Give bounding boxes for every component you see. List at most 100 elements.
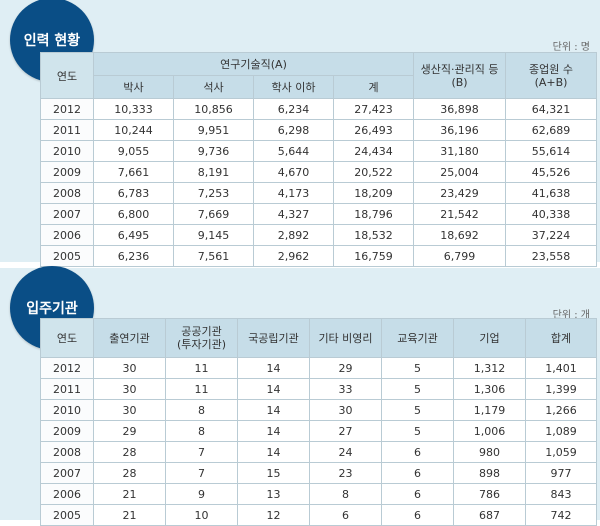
cell-public: 11	[165, 357, 238, 379]
table-row: 2006 21 9 13 8 6 786 843	[40, 483, 597, 505]
table-row: 2010 30 8 14 30 5 1,179 1,266	[40, 399, 597, 421]
cell-production: 6,799	[413, 245, 507, 267]
table-row: 2011 30 11 14 33 5 1,306 1,399	[40, 378, 597, 400]
cell-masters: 9,145	[173, 224, 254, 246]
workforce-table-body: 2012 10,333 10,856 6,234 27,423 36,898 64,321 2…	[40, 98, 598, 267]
cell-national-public: 14	[237, 357, 310, 379]
cell-bachelor-below: 4,327	[253, 203, 334, 225]
workforce-table: 연도 연구기술직(A) 생산직·관리직 등 (B) 종업원 수 (A+B) 박사…	[40, 52, 598, 267]
cell-subtotal: 18,209	[332, 182, 415, 204]
cell-total: 1,401	[525, 357, 597, 379]
cell-production: 18,692	[413, 224, 507, 246]
cell-masters: 10,856	[173, 98, 254, 120]
cell-other-nonprofit: 23	[309, 462, 382, 484]
cell-companies: 1,306	[453, 378, 526, 400]
cell-bachelor-below: 4,670	[253, 161, 334, 183]
cell-employees: 37,224	[505, 224, 598, 246]
cell-phd: 6,800	[93, 203, 174, 225]
cell-year: 2010	[40, 399, 94, 421]
table-row: 2008 6,783 7,253 4,173 18,209 23,429 41,638	[40, 182, 598, 204]
cell-subtotal: 20,522	[332, 161, 415, 183]
cell-employees: 64,321	[505, 98, 598, 120]
header-national-public: 국공립기관	[237, 318, 310, 358]
cell-phd: 9,055	[93, 140, 174, 162]
cell-education: 5	[381, 357, 454, 379]
cell-companies: 1,312	[453, 357, 526, 379]
cell-other-nonprofit: 27	[309, 420, 382, 442]
header-companies: 기업	[453, 318, 526, 358]
cell-public: 7	[165, 441, 238, 463]
cell-other-nonprofit: 30	[309, 399, 382, 421]
cell-subtotal: 18,532	[332, 224, 415, 246]
cell-companies: 1,179	[453, 399, 526, 421]
tenants-table-body: 2012 30 11 14 29 5 1,312 1,401 2011 30 11 14 33 5 1,30…	[40, 357, 597, 526]
tenants-table: 연도 출연기관 공공기관 (투자기관) 국공립기관 기타 비영리 교육기관 기업…	[40, 318, 597, 526]
table-row: 2008 28 7 14 24 6 980 1,059	[40, 441, 597, 463]
cell-other-nonprofit: 8	[309, 483, 382, 505]
cell-masters: 7,253	[173, 182, 254, 204]
tenants-section: 입주기관 단위 : 개 연도 출연기관 공공기관 (투자기관) 국공립기관 기타…	[0, 266, 600, 526]
cell-companies: 687	[453, 504, 526, 526]
cell-year: 2007	[40, 203, 94, 225]
cell-research-institutes: 21	[93, 483, 166, 505]
cell-phd: 10,333	[93, 98, 174, 120]
cell-employees: 23,558	[505, 245, 598, 267]
header-year: 연도	[40, 52, 94, 99]
cell-subtotal: 27,423	[332, 98, 415, 120]
table-row: 2005 21 10 12 6 6 687 742	[40, 504, 597, 526]
table-row: 2011 10,244 9,951 6,298 26,493 36,196 62,689	[40, 119, 598, 141]
header-employees-line2: (A+B)	[534, 75, 568, 89]
cell-education: 5	[381, 378, 454, 400]
cell-production: 36,196	[413, 119, 507, 141]
table-row: 2005 6,236 7,561 2,962 16,759 6,799 23,558	[40, 245, 598, 267]
cell-year: 2011	[40, 378, 94, 400]
table-row: 2012 30 11 14 29 5 1,312 1,401	[40, 357, 597, 379]
cell-education: 6	[381, 462, 454, 484]
cell-education: 5	[381, 420, 454, 442]
header-researchers: 연구기술직(A)	[92, 52, 415, 76]
table-row: 2012 10,333 10,856 6,234 27,423 36,898 64,321	[40, 98, 598, 120]
cell-other-nonprofit: 6	[309, 504, 382, 526]
cell-phd: 6,495	[93, 224, 174, 246]
table-row: 2009 29 8 14 27 5 1,006 1,089	[40, 420, 597, 442]
cell-research-institutes: 21	[93, 504, 166, 526]
workforce-unit-label: 단위 : 명	[552, 42, 590, 53]
cell-national-public: 12	[237, 504, 310, 526]
cell-national-public: 14	[237, 399, 310, 421]
cell-year: 2012	[40, 357, 94, 379]
cell-year: 2010	[40, 140, 94, 162]
cell-other-nonprofit: 33	[309, 378, 382, 400]
cell-phd: 6,783	[93, 182, 174, 204]
header-subtotal: 계	[332, 75, 415, 99]
cell-subtotal: 16,759	[332, 245, 415, 267]
cell-national-public: 14	[237, 441, 310, 463]
header-total: 합계	[525, 318, 597, 358]
cell-research-institutes: 28	[93, 462, 166, 484]
cell-public: 10	[165, 504, 238, 526]
cell-research-institutes: 28	[93, 441, 166, 463]
cell-other-nonprofit: 24	[309, 441, 382, 463]
cell-companies: 980	[453, 441, 526, 463]
cell-production: 23,429	[413, 182, 507, 204]
cell-public: 8	[165, 399, 238, 421]
cell-masters: 8,191	[173, 161, 254, 183]
cell-national-public: 15	[237, 462, 310, 484]
header-year: 연도	[40, 318, 94, 358]
cell-year: 2009	[40, 420, 94, 442]
cell-education: 6	[381, 483, 454, 505]
cell-masters: 9,736	[173, 140, 254, 162]
header-education: 교육기관	[381, 318, 454, 358]
cell-subtotal: 24,434	[332, 140, 415, 162]
cell-national-public: 14	[237, 378, 310, 400]
cell-production: 21,542	[413, 203, 507, 225]
cell-masters: 7,561	[173, 245, 254, 267]
header-public-line2: (투자기관)	[176, 338, 227, 351]
cell-companies: 898	[453, 462, 526, 484]
table-row: 2007 6,800 7,669 4,327 18,796 21,542 40,338	[40, 203, 598, 225]
tenants-unit-label: 단위 : 개	[552, 310, 590, 321]
header-employees: 종업원 수 (A+B)	[505, 52, 598, 99]
table-row: 2007 28 7 15 23 6 898 977	[40, 462, 597, 484]
cell-masters: 7,669	[173, 203, 254, 225]
cell-bachelor-below: 6,234	[253, 98, 334, 120]
cell-employees: 41,638	[505, 182, 598, 204]
